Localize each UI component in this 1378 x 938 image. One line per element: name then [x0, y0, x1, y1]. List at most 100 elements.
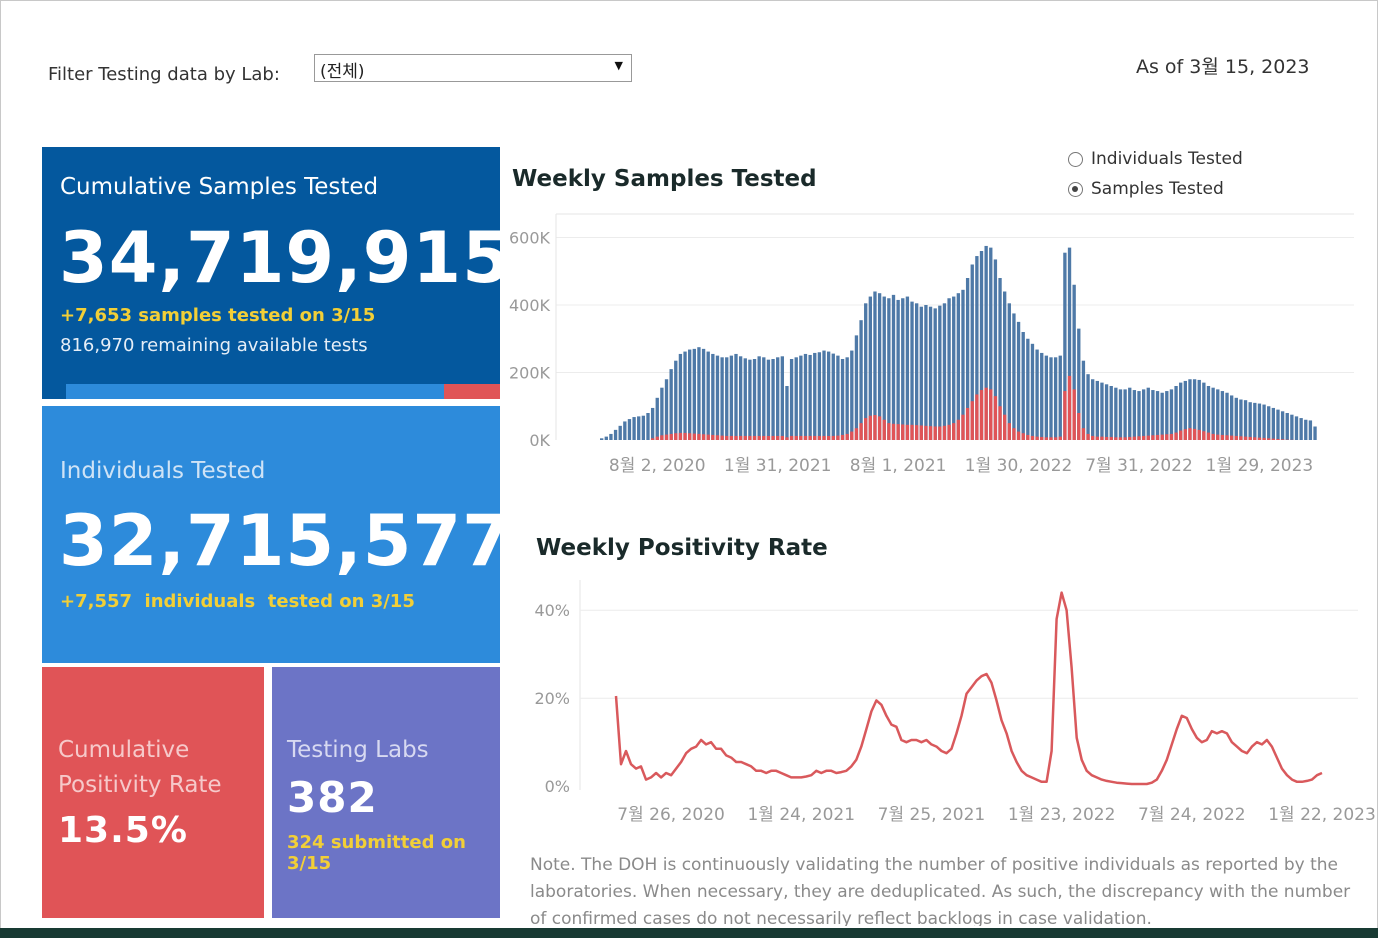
bar-total	[1290, 414, 1294, 440]
bar-positive	[655, 436, 659, 440]
bar-total	[757, 356, 761, 440]
bar-positive	[1021, 433, 1025, 440]
bar-total	[1081, 360, 1086, 440]
bar-total	[840, 359, 845, 440]
bar-positive	[1030, 435, 1035, 440]
bar-total	[1188, 379, 1192, 440]
bar-positive	[1280, 439, 1285, 440]
bar-total	[826, 351, 831, 440]
bar-total	[762, 357, 766, 440]
bar-positive	[762, 435, 766, 440]
bar-total	[1067, 247, 1072, 440]
bar-positive	[947, 424, 951, 440]
bar-positive	[840, 434, 845, 440]
lab-filter-dropdown[interactable]: (전체) ▼	[314, 54, 632, 82]
x-tick-label: 8월 2, 2020	[609, 456, 706, 476]
bar-total	[1211, 387, 1215, 440]
bar-positive	[877, 416, 882, 440]
bar-total	[637, 416, 641, 440]
bar-positive	[831, 435, 835, 440]
bar-positive	[752, 435, 757, 440]
bar-total	[1128, 387, 1132, 440]
bar-total	[901, 298, 905, 440]
bar-total	[956, 293, 961, 440]
samples-total: 34,719,915	[59, 217, 512, 299]
bar-positive	[1035, 436, 1039, 440]
x-tick-label: 1월 31, 2021	[724, 456, 832, 476]
bar-positive	[836, 435, 840, 440]
individuals-daily-count: +7,557 individuals tested on 3/15	[60, 591, 415, 612]
y-tick-label: 0K	[529, 431, 550, 450]
bar-positive	[873, 415, 877, 440]
bar-positive	[822, 435, 826, 440]
bar-total	[1220, 391, 1225, 440]
bar-total	[933, 308, 937, 440]
bar-total	[1077, 328, 1081, 440]
bar-total	[674, 360, 678, 440]
bar-positive	[1044, 437, 1049, 440]
available-tests-progress-bar	[66, 384, 500, 399]
x-tick-label: 1월 30, 2022	[965, 456, 1073, 476]
bar-total	[961, 289, 965, 440]
bar-positive	[1012, 428, 1016, 440]
bar-total	[688, 349, 692, 440]
bar-positive	[1267, 438, 1271, 440]
bar-total	[965, 278, 970, 440]
bar-total	[706, 351, 710, 440]
bar-total	[882, 296, 886, 440]
radio-individuals-tested[interactable]: Individuals Tested	[1068, 149, 1243, 169]
bar-total	[1262, 404, 1266, 440]
bar-total	[646, 413, 650, 440]
radio-button-icon[interactable]	[1068, 151, 1083, 167]
bar-total	[975, 256, 979, 440]
bar-total	[1174, 386, 1178, 440]
lab-filter-label: Filter Testing data by Lab:	[48, 64, 280, 85]
bar-total	[785, 386, 789, 440]
bar-total	[1072, 284, 1076, 440]
bar-total	[989, 247, 993, 440]
samples-daily-count: +7,653 samples tested on 3/15	[60, 305, 376, 326]
bar-total	[1132, 390, 1137, 440]
bar-positive	[1276, 438, 1280, 440]
bar-total	[660, 387, 664, 440]
bar-total	[1109, 386, 1113, 440]
bar-total	[1012, 313, 1016, 440]
bar-positive	[808, 435, 812, 440]
radio-individuals-label: Individuals Tested	[1091, 149, 1243, 169]
bar-positive	[692, 433, 696, 440]
bar-total	[868, 296, 873, 440]
bar-positive	[910, 424, 914, 440]
bar-positive	[919, 425, 923, 440]
bottom-bar	[0, 928, 1378, 938]
radio-button-selected-icon[interactable]	[1068, 181, 1083, 197]
bar-total	[743, 358, 747, 440]
bar-positive	[1192, 428, 1197, 440]
bar-total	[1123, 389, 1127, 440]
bar-positive	[803, 435, 808, 440]
positivity-chart-title: Weekly Positivity Rate	[536, 535, 828, 561]
individuals-tile-title: Individuals Tested	[60, 458, 266, 484]
bar-positive	[1141, 435, 1146, 440]
bar-positive	[1063, 391, 1067, 440]
bar-positive	[1123, 437, 1127, 440]
bar-total	[623, 421, 627, 440]
bar-positive	[1234, 435, 1238, 440]
bar-positive	[970, 401, 974, 440]
bar-positive	[901, 424, 905, 440]
bar-positive	[952, 423, 956, 440]
bar-total	[813, 352, 817, 440]
bar-total	[1299, 418, 1303, 440]
bar-total	[618, 425, 622, 440]
bar-positive	[1040, 436, 1044, 440]
bar-total	[822, 350, 826, 440]
bar-total	[803, 353, 808, 440]
bar-total	[1049, 357, 1053, 440]
data-note: Note. The DOH is continuously validating…	[530, 855, 1351, 926]
weekly-samples-chart: 600K 400K 200K 0K 8월 2, 2020 1월 31, 2021 8월 1,…	[509, 213, 1354, 476]
bar-positive	[845, 433, 849, 440]
bar-total	[1308, 420, 1313, 440]
bar-positive	[701, 434, 706, 440]
radio-samples-tested[interactable]: Samples Tested	[1068, 179, 1224, 199]
bar-total	[1239, 399, 1243, 440]
bar-positive	[924, 425, 928, 440]
